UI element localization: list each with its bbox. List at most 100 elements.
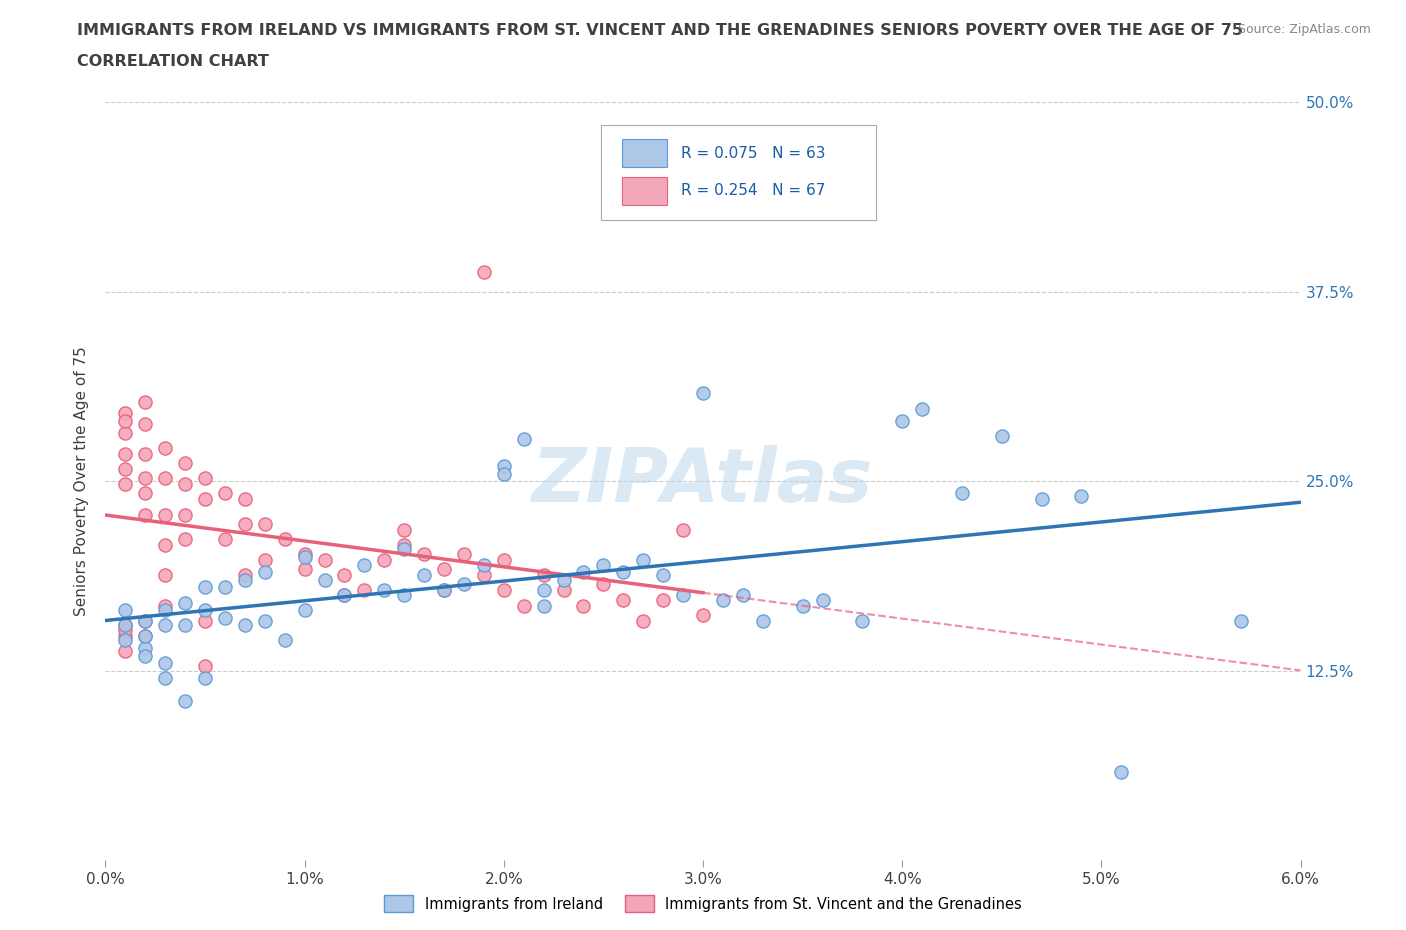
Point xyxy=(633,552,655,567)
Point xyxy=(572,598,595,613)
Point xyxy=(253,552,276,567)
Point xyxy=(253,565,276,579)
Point xyxy=(114,477,136,492)
Point xyxy=(134,648,156,663)
Point xyxy=(492,552,515,567)
Point xyxy=(134,486,156,501)
Point xyxy=(134,395,156,410)
Point xyxy=(572,565,595,579)
Text: ZIPAtlas: ZIPAtlas xyxy=(533,445,873,518)
Point xyxy=(413,568,436,583)
Text: Source: ZipAtlas.com: Source: ZipAtlas.com xyxy=(1237,23,1371,36)
Point xyxy=(333,588,356,603)
Point xyxy=(553,572,575,587)
Point xyxy=(214,580,236,595)
Point xyxy=(811,592,834,607)
Point xyxy=(911,401,934,416)
Point xyxy=(233,572,256,587)
Point xyxy=(194,671,217,685)
Point xyxy=(114,446,136,461)
Point xyxy=(751,613,773,628)
Point xyxy=(194,658,217,673)
Point xyxy=(273,633,295,648)
Point xyxy=(174,618,197,632)
Point xyxy=(472,557,495,572)
Point xyxy=(153,441,177,456)
Point xyxy=(194,471,217,485)
Point xyxy=(153,471,177,485)
Point xyxy=(1229,613,1253,628)
Point xyxy=(1111,764,1133,779)
Point xyxy=(692,607,714,622)
Bar xyxy=(621,139,666,167)
Text: R = 0.254   N = 67: R = 0.254 N = 67 xyxy=(682,183,825,198)
Point xyxy=(253,516,276,531)
Point xyxy=(134,613,156,628)
Point xyxy=(114,618,136,632)
Point xyxy=(792,598,814,613)
Point xyxy=(711,592,734,607)
Bar xyxy=(621,177,666,206)
Point xyxy=(553,583,575,598)
Point xyxy=(174,531,197,546)
Point xyxy=(731,588,754,603)
Text: IMMIGRANTS FROM IRELAND VS IMMIGRANTS FROM ST. VINCENT AND THE GRENADINES SENIOR: IMMIGRANTS FROM IRELAND VS IMMIGRANTS FR… xyxy=(77,23,1243,38)
Point xyxy=(233,568,256,583)
Point xyxy=(891,413,914,428)
Point xyxy=(314,572,336,587)
Text: CORRELATION CHART: CORRELATION CHART xyxy=(77,54,269,69)
Point xyxy=(114,461,136,476)
Text: R = 0.075   N = 63: R = 0.075 N = 63 xyxy=(682,146,825,161)
Point xyxy=(233,516,256,531)
Point xyxy=(672,523,695,538)
Point xyxy=(153,568,177,583)
Point xyxy=(1070,489,1092,504)
Point xyxy=(253,613,276,628)
Point xyxy=(333,568,356,583)
Point xyxy=(194,580,217,595)
Point xyxy=(153,618,177,632)
Point xyxy=(214,531,236,546)
Point xyxy=(513,598,536,613)
Point xyxy=(174,595,197,610)
Point xyxy=(533,583,555,598)
Point xyxy=(433,562,456,577)
Point xyxy=(233,618,256,632)
Point xyxy=(533,598,555,613)
Point xyxy=(174,456,197,471)
Point xyxy=(134,471,156,485)
Point xyxy=(353,557,375,572)
Point xyxy=(392,523,416,538)
Point xyxy=(392,538,416,552)
Point xyxy=(392,588,416,603)
Point xyxy=(652,592,675,607)
Point xyxy=(453,547,475,562)
Point xyxy=(233,492,256,507)
Y-axis label: Seniors Poverty Over the Age of 75: Seniors Poverty Over the Age of 75 xyxy=(75,346,90,617)
Point xyxy=(294,603,316,618)
FancyBboxPatch shape xyxy=(602,125,876,219)
Point xyxy=(214,610,236,625)
Point xyxy=(153,507,177,522)
Point xyxy=(513,432,536,446)
Point xyxy=(492,583,515,598)
Point xyxy=(612,565,634,579)
Point xyxy=(153,598,177,613)
Point xyxy=(114,413,136,428)
Point xyxy=(153,538,177,552)
Point xyxy=(114,425,136,440)
Point xyxy=(333,588,356,603)
Point xyxy=(194,603,217,618)
Point xyxy=(533,568,555,583)
Point xyxy=(592,577,614,591)
Point xyxy=(134,613,156,628)
Point xyxy=(633,613,655,628)
Point xyxy=(314,552,336,567)
Point xyxy=(153,671,177,685)
Point xyxy=(672,588,695,603)
Point xyxy=(134,446,156,461)
Point xyxy=(353,583,375,598)
Point xyxy=(114,622,136,637)
Point xyxy=(692,386,714,401)
Point xyxy=(194,492,217,507)
